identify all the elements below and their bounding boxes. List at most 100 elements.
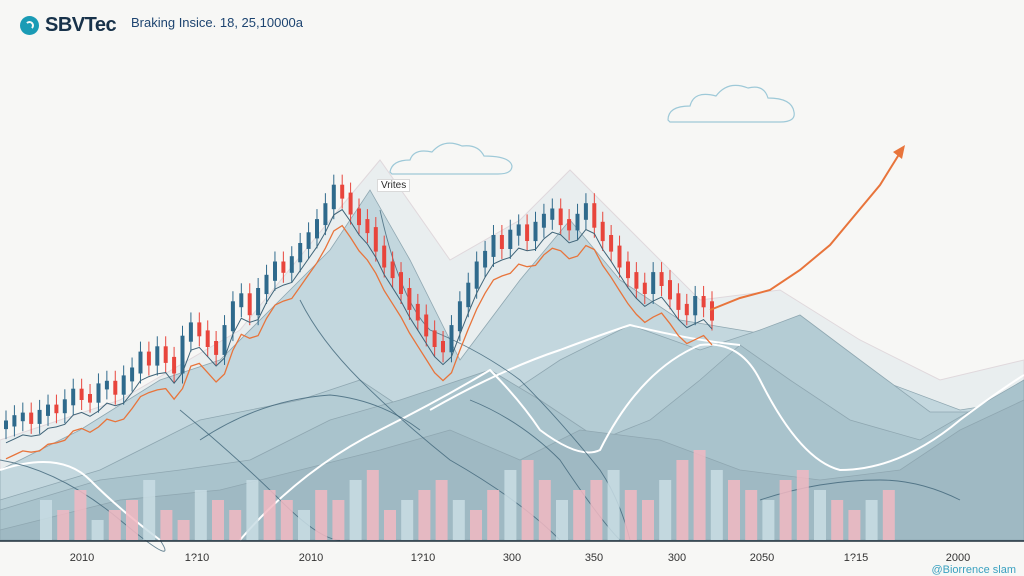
candle [424, 314, 429, 337]
candle [46, 404, 50, 416]
candle [146, 351, 151, 366]
candle [415, 303, 420, 321]
candle [525, 224, 530, 241]
candle [642, 282, 647, 294]
contour-line-7 [759, 479, 961, 501]
volume-bar [865, 500, 878, 540]
x-tick-label: 350 [585, 552, 603, 564]
x-tick-label: 1?15 [844, 552, 868, 564]
candle [96, 383, 101, 403]
candle [508, 229, 513, 249]
candle [600, 221, 605, 242]
candle [466, 282, 471, 308]
volume-bar [728, 480, 740, 540]
candle [264, 274, 269, 295]
volume-bar [814, 490, 826, 540]
ridge-line-3 [429, 323, 741, 411]
candle [104, 380, 109, 390]
candle [340, 184, 345, 199]
candle [668, 280, 672, 300]
candle [432, 330, 437, 347]
candle [62, 399, 67, 414]
volume-bar [332, 500, 345, 540]
candle [558, 208, 563, 226]
brand: SBVTec [20, 14, 117, 37]
volume-bar [349, 480, 362, 540]
candle [214, 341, 219, 355]
volume-bar [556, 500, 568, 540]
candle [239, 293, 244, 308]
x-tick-label: 2000 [946, 552, 970, 564]
candle [457, 301, 462, 332]
x-tick-label: 2050 [750, 552, 774, 564]
volume-bar [452, 500, 465, 540]
candle [163, 346, 168, 363]
candle [592, 203, 597, 228]
candle [567, 219, 572, 231]
candle [483, 250, 488, 268]
candle [37, 409, 42, 424]
arrow-head-icon [893, 145, 905, 159]
candle [583, 203, 588, 220]
candle [575, 213, 580, 231]
candle [634, 272, 639, 289]
candle [230, 301, 235, 332]
candle [188, 322, 193, 342]
candle [130, 367, 135, 382]
volume-bar [401, 500, 414, 540]
candle [172, 356, 177, 374]
volume-bar [194, 490, 207, 540]
candle [499, 235, 504, 249]
volume-bar [848, 510, 861, 540]
candle [12, 415, 17, 427]
cloud-2 [389, 142, 513, 175]
watermark: @Biorrence slam [931, 564, 1016, 576]
brand-name: SBVTec [45, 14, 117, 36]
volume-bar [831, 500, 844, 540]
volume-bar [470, 510, 482, 540]
candle [273, 261, 277, 281]
contour-line-6 [469, 399, 621, 541]
volume-bar [315, 490, 328, 540]
candle [222, 325, 227, 355]
candle [701, 296, 706, 308]
volume-bar [418, 490, 431, 540]
signal-line [5, 208, 713, 444]
cloud-1 [667, 84, 795, 123]
volume-bar [57, 510, 70, 540]
candle [533, 221, 538, 242]
candle [113, 380, 118, 395]
volume-bar [779, 480, 792, 540]
candle [29, 412, 34, 424]
candle [138, 351, 143, 374]
candle [399, 272, 403, 294]
candle [491, 235, 496, 257]
candle [298, 243, 303, 263]
candle [281, 261, 286, 273]
candle [651, 272, 656, 294]
candle [390, 261, 395, 279]
candle [693, 296, 698, 316]
volume-bar [676, 460, 689, 540]
candle [516, 224, 521, 236]
x-tick-label: 2010 [70, 552, 94, 564]
candle [306, 232, 311, 249]
candle [441, 341, 445, 353]
candle [550, 208, 555, 220]
volume-bar [607, 470, 620, 540]
candle [155, 346, 160, 366]
candle [373, 227, 378, 252]
candle [256, 288, 261, 316]
ridge-line-2 [239, 343, 1024, 541]
candle [205, 330, 210, 347]
candle [121, 375, 126, 395]
volume-bar [143, 480, 156, 540]
volume-bar [796, 470, 809, 540]
candle [331, 184, 336, 210]
volume-bar [40, 500, 52, 540]
volume-bar [91, 520, 104, 540]
candle [20, 412, 25, 422]
volume-bar [659, 480, 672, 540]
candle [474, 261, 479, 289]
candle [710, 301, 714, 321]
